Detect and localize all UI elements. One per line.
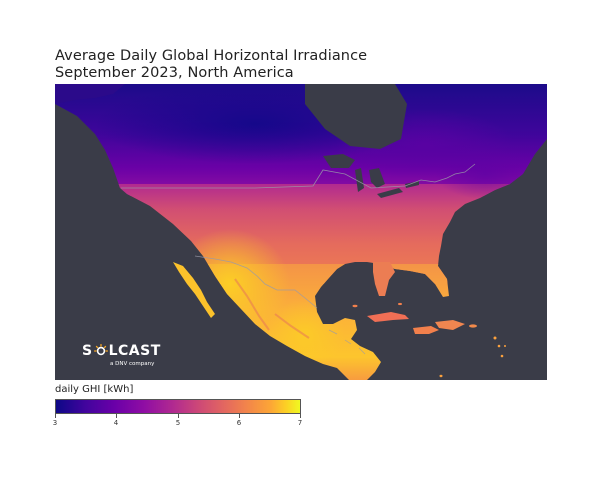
colorbar-label: daily GHI [kWh] bbox=[55, 384, 134, 395]
sun-icon bbox=[93, 344, 108, 356]
colorbar-tick bbox=[178, 414, 179, 418]
usa-mexico-border bbox=[194, 255, 318, 309]
hudson-bay bbox=[305, 84, 407, 149]
colorbar-tick bbox=[55, 414, 56, 418]
colorbar-tick-label: 7 bbox=[297, 419, 303, 427]
colorbar-tick-label: 3 bbox=[52, 419, 58, 427]
baja-peninsula bbox=[173, 262, 215, 318]
caribbean-islands bbox=[352, 302, 506, 378]
mexico-highlands bbox=[274, 313, 310, 339]
canada-usa-border bbox=[121, 163, 476, 189]
map-title: Average Daily Global Horizontal Irradian… bbox=[55, 48, 367, 82]
logo-text-right: LCAST bbox=[108, 343, 161, 359]
colorbar-tick-label: 6 bbox=[236, 419, 242, 427]
colorbar-tick-label: 5 bbox=[175, 419, 181, 427]
logo-tagline: a DNV company bbox=[110, 361, 155, 367]
colorbar-tick bbox=[116, 414, 117, 418]
title-line-1: Average Daily Global Horizontal Irradian… bbox=[55, 48, 368, 64]
colorbar bbox=[55, 399, 301, 414]
colorbar-tick bbox=[300, 414, 301, 418]
central-america-borders bbox=[328, 329, 366, 355]
solcast-logo: S LCAST a DNV company bbox=[82, 343, 161, 367]
title-line-2: September 2023, North America bbox=[55, 65, 294, 81]
alaska-coast bbox=[55, 84, 125, 104]
sierra-madre-occidental bbox=[234, 278, 270, 331]
florida-peninsula bbox=[373, 262, 395, 296]
great-lakes bbox=[323, 154, 419, 198]
irradiance-map bbox=[55, 84, 547, 380]
colorbar-tick bbox=[239, 414, 240, 418]
colorbar-tick-label: 4 bbox=[113, 419, 119, 427]
logo-text-left: S bbox=[82, 343, 93, 359]
